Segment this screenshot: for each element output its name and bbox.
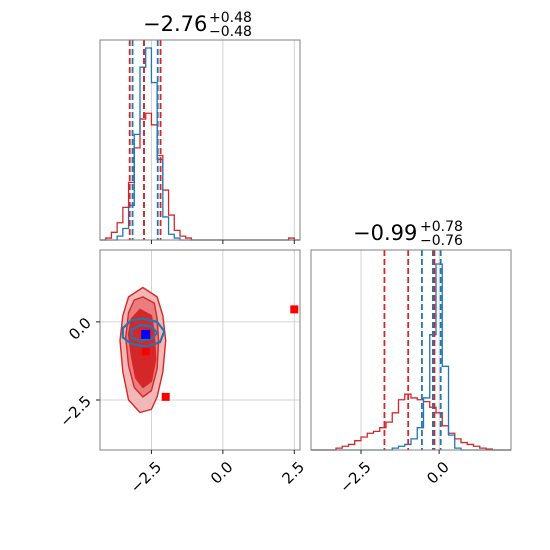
title-param1-median: −2.76 <box>143 12 207 36</box>
title-param2-upper: +0.78 <box>420 219 463 235</box>
tick-label-2d-x-0: −2.5 <box>127 458 165 496</box>
tick-label-2d-x-2: 2.5 <box>278 458 308 488</box>
title-param2-lower: −0.76 <box>420 233 463 249</box>
marker-series-b-1 <box>161 392 170 401</box>
title-param1-lower: −0.48 <box>209 24 252 40</box>
title-param1-upper: +0.48 <box>209 10 252 26</box>
tick-label-2d-y-1: −2.5 <box>56 392 94 430</box>
histogram-param2-series-b <box>311 393 511 451</box>
tick-label-right-x-0: −2.5 <box>336 458 374 496</box>
frame-2d <box>99 249 301 451</box>
title-param1: −2.76 +0.48 −0.48 <box>143 10 252 40</box>
tick-label-2d-y-0: 0.0 <box>65 314 95 344</box>
title-param2-median: −0.99 <box>353 221 417 245</box>
joint-density-panel: −2.5 0.0 2.5 0.0 −2.5 <box>56 249 308 497</box>
title-param2: −0.99 +0.78 −0.76 <box>353 219 463 249</box>
histogram-param2-panel: −2.5 0.0 <box>310 249 512 497</box>
histogram-param2-series-a <box>311 263 511 451</box>
tick-label-right-x-1: 0.0 <box>423 458 453 488</box>
marker-series-a <box>141 329 151 339</box>
marker-series-b-2 <box>290 305 299 314</box>
contour-series-a-0 <box>121 317 166 348</box>
histogram-param1-panel <box>99 39 301 244</box>
contour-series-a-1 <box>130 323 159 342</box>
marker-series-b-0 <box>141 347 150 356</box>
frame-right <box>310 249 512 451</box>
frame-top <box>99 39 301 241</box>
tick-label-2d-x-1: 0.0 <box>207 458 237 488</box>
